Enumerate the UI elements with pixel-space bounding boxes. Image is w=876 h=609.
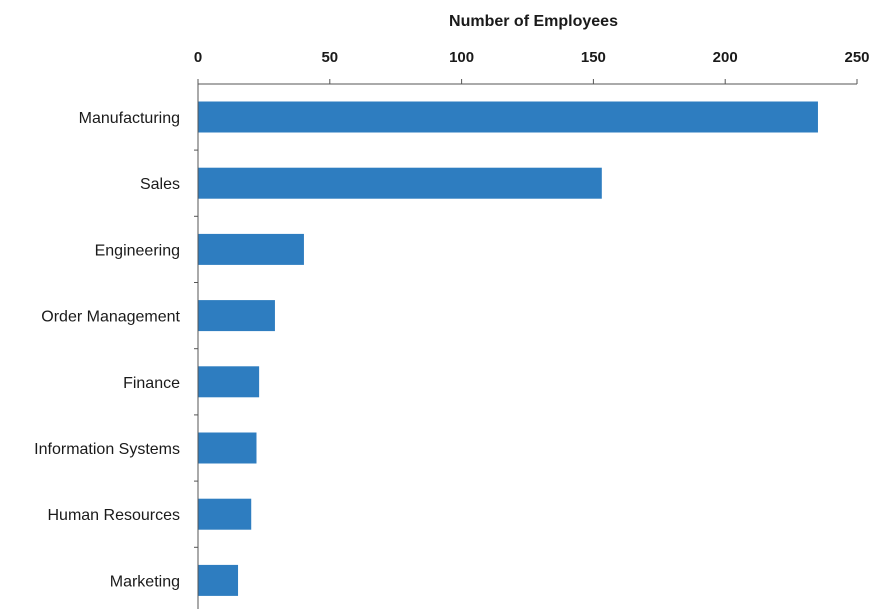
bar-marketing — [198, 564, 239, 596]
category-label: Manufacturing — [79, 110, 180, 127]
x-tick-label: 250 — [844, 49, 869, 66]
axes — [194, 83, 857, 609]
bars — [198, 101, 818, 596]
category-label: Information Systems — [34, 441, 180, 458]
x-tick-label: 0 — [194, 49, 202, 66]
bar-sales — [198, 167, 602, 199]
category-label: Marketing — [110, 573, 180, 590]
bar-manufacturing — [198, 101, 818, 133]
bar-order-management — [198, 300, 275, 332]
category-label: Finance — [123, 375, 180, 392]
x-tick-label: 100 — [449, 49, 474, 66]
category-label: Order Management — [41, 309, 180, 326]
bar-finance — [198, 366, 260, 398]
x-tick-label: 150 — [581, 49, 606, 66]
category-label: Human Resources — [48, 507, 181, 524]
x-tick-label: 200 — [713, 49, 738, 66]
bar-human-resources — [198, 498, 252, 530]
x-axis-title: Number of Employees — [449, 13, 618, 30]
category-labels: Manufacturing Sales Engineering Order Manag… — [34, 110, 180, 590]
bar-information-systems — [198, 432, 257, 464]
x-tick-label: 50 — [321, 49, 338, 66]
x-axis-ticks: 0 50 100 150 200 250 — [194, 49, 870, 84]
bar-engineering — [198, 233, 304, 265]
category-label: Engineering — [95, 242, 180, 259]
category-label: Sales — [140, 176, 180, 193]
